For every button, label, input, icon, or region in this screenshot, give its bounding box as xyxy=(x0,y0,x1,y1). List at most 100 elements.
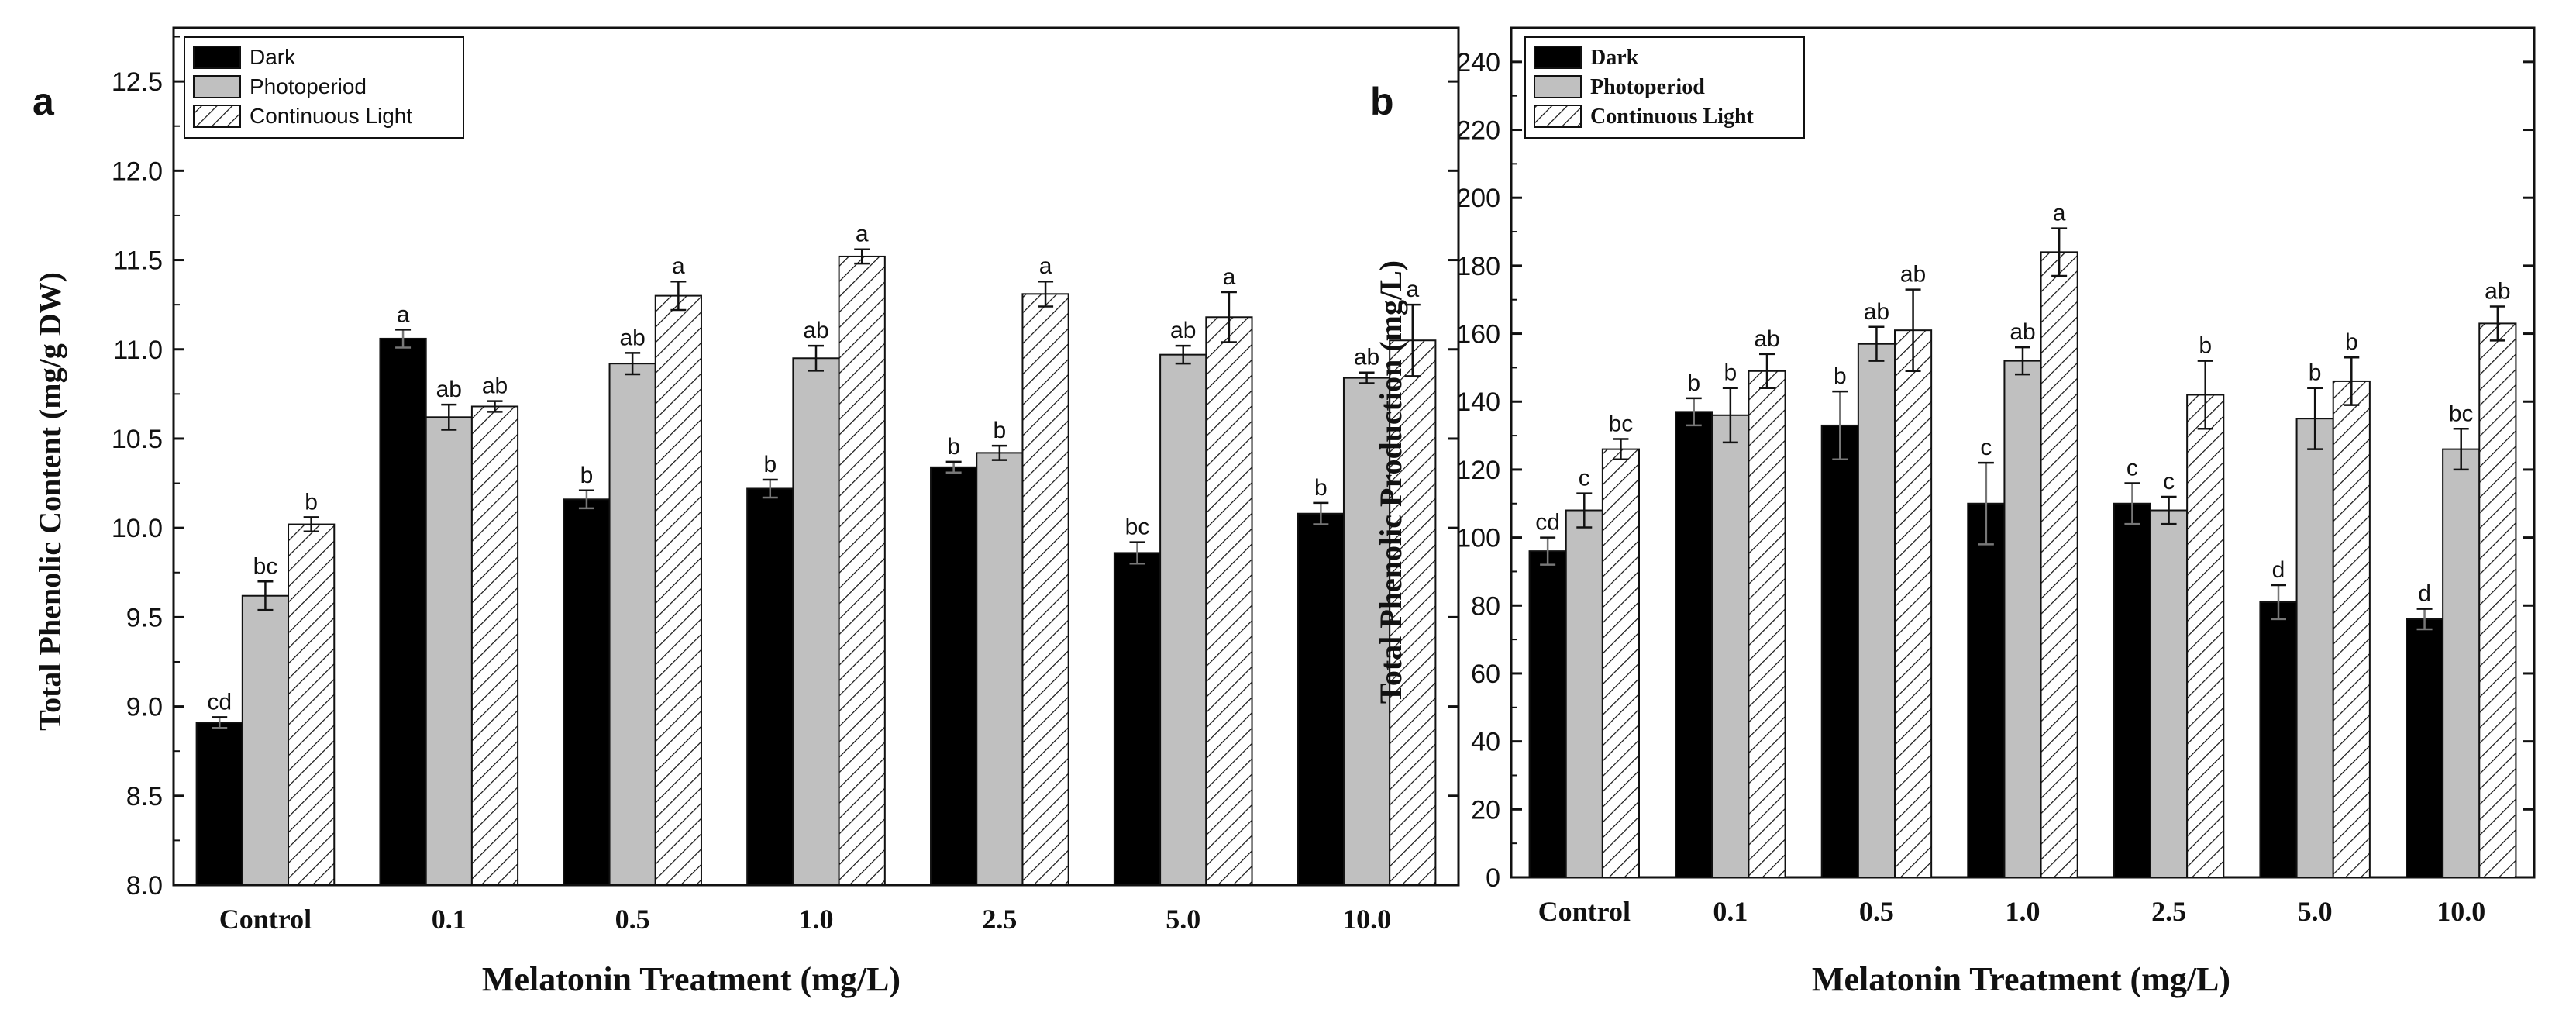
legend-label: Photoperiod xyxy=(1590,75,1705,99)
x-tick-label: 1.0 xyxy=(2006,896,2040,927)
significance-letter: b xyxy=(2199,333,2212,359)
significance-letter: bc xyxy=(1125,515,1150,540)
significance-letter: bc xyxy=(1609,411,1634,436)
y-tick-label: 10.5 xyxy=(112,425,163,454)
significance-letter: a xyxy=(1406,277,1419,302)
x-axis-title-a: Melatonin Treatment (mg/L) xyxy=(482,960,901,998)
bar-photoperiod xyxy=(608,363,656,886)
bar-dark xyxy=(2113,502,2152,878)
legend-swatch xyxy=(193,75,241,98)
bar-continuous-light xyxy=(1894,329,1933,878)
significance-letter: a xyxy=(2053,201,2066,226)
bar-photoperiod xyxy=(2442,448,2481,878)
significance-letter: ab xyxy=(619,325,645,350)
x-tick-label: 0.1 xyxy=(1713,896,1748,927)
y-tick-label: 12.5 xyxy=(112,67,163,97)
bar-continuous-light xyxy=(288,523,336,887)
significance-letter: ab xyxy=(1754,326,1779,352)
bar-dark xyxy=(1113,552,1162,886)
legend-swatch xyxy=(1534,105,1582,128)
bar-continuous-light xyxy=(2040,251,2078,878)
bar-photoperiod xyxy=(1565,509,1603,878)
legend-label: Photoperiod xyxy=(250,74,367,98)
significance-letter: c xyxy=(1980,435,1992,460)
bar-continuous-light xyxy=(1601,448,1641,878)
bar-dark xyxy=(1528,550,1567,878)
bar-dark xyxy=(563,498,611,886)
legend-swatch xyxy=(193,46,241,69)
y-tick-label: 180 xyxy=(1456,252,1500,281)
significance-letter: b xyxy=(994,418,1007,443)
bar-photoperiod xyxy=(2295,418,2334,878)
legend-swatch xyxy=(193,105,241,128)
x-tick-label: 10.0 xyxy=(2437,896,2485,927)
legend-swatch xyxy=(1534,46,1582,69)
chart-panel-b: b Total Phenolic Production (mg/L) Melat… xyxy=(1370,26,2536,998)
bar-dark xyxy=(1967,502,2006,878)
bar-dark xyxy=(1675,411,1713,878)
bar-continuous-light xyxy=(654,294,702,886)
x-tick-label: 0.5 xyxy=(1859,896,1894,927)
bar-photoperiod xyxy=(1342,377,1391,887)
legend-label: Dark xyxy=(1590,46,1639,70)
significance-letter: a xyxy=(672,253,685,279)
y-tick-label: 9.5 xyxy=(126,603,163,632)
y-tick-label: 220 xyxy=(1456,116,1500,146)
bar-dark xyxy=(1820,424,1859,878)
significance-letter: bc xyxy=(2449,401,2474,426)
panel-label-b: b xyxy=(1370,80,1394,123)
significance-letter: a xyxy=(397,301,410,327)
bar-dark xyxy=(2259,601,2298,878)
y-tick-label: 11.5 xyxy=(113,246,163,276)
plot-area-b: 0 20 40 60 80 100 120 140 160 180 200 220 240 Control… xyxy=(1456,26,2536,927)
significance-letter: bc xyxy=(253,553,278,579)
bar-photoperiod xyxy=(2003,360,2042,878)
y-tick-label: 20 xyxy=(1471,795,1500,825)
significance-letter: ab xyxy=(1900,262,1926,288)
x-tick-label: 10.0 xyxy=(1342,904,1391,935)
legend: Dark Photoperiod Continuous Light xyxy=(184,36,464,139)
bar-dark xyxy=(1297,512,1345,886)
significance-letter: b xyxy=(2345,329,2358,355)
bar-photoperiod xyxy=(1711,414,1750,878)
significance-letter: ab xyxy=(2485,278,2510,304)
x-tick-label: 0.1 xyxy=(432,904,467,935)
y-tick-label: 12.0 xyxy=(112,157,163,186)
bar-photoperiod xyxy=(976,452,1024,886)
significance-letter: b xyxy=(1687,370,1700,396)
bar-dark xyxy=(379,337,427,886)
y-tick-label: 11.0 xyxy=(113,336,163,365)
y-tick-label: 10.0 xyxy=(112,514,163,543)
x-tick-label: 5.0 xyxy=(2298,896,2333,927)
y-tick-label: 60 xyxy=(1471,660,1500,689)
y-tick-label: 160 xyxy=(1456,320,1500,350)
significance-letter: ab xyxy=(1354,345,1379,370)
y-axis-title-a: Total Phenolic Content (mg/g DW) xyxy=(33,272,67,731)
bar-dark xyxy=(930,466,978,886)
significance-letter: d xyxy=(2272,557,2285,583)
bar-dark xyxy=(195,722,243,887)
y-tick-label: 8.5 xyxy=(126,782,163,811)
significance-letter: b xyxy=(1834,363,1847,389)
y-tick-label: 120 xyxy=(1456,456,1500,485)
bar-continuous-light xyxy=(2478,322,2517,878)
significance-letter: b xyxy=(2309,360,2322,386)
bar-continuous-light xyxy=(1748,370,1786,878)
x-tick-label: Control xyxy=(219,904,312,935)
significance-letter: ab xyxy=(436,377,462,402)
significance-letter: b xyxy=(763,452,777,477)
significance-letter: d xyxy=(2418,581,2431,607)
significance-letter: c xyxy=(2163,469,2175,494)
bar-photoperiod xyxy=(425,416,473,886)
significance-letter: a xyxy=(1223,264,1236,290)
x-tick-label: Control xyxy=(1538,896,1631,927)
y-tick-label: 0 xyxy=(1486,863,1500,893)
y-tick-label: 140 xyxy=(1456,388,1500,417)
y-tick-label: 8.0 xyxy=(126,871,163,901)
significance-letter: ab xyxy=(482,374,508,399)
x-tick-label: 0.5 xyxy=(615,904,650,935)
y-tick-label: 40 xyxy=(1471,728,1500,757)
bar-continuous-light xyxy=(2332,380,2371,879)
y-axis-title-b: Total Phenolic Production (mg/L) xyxy=(1373,260,1408,704)
